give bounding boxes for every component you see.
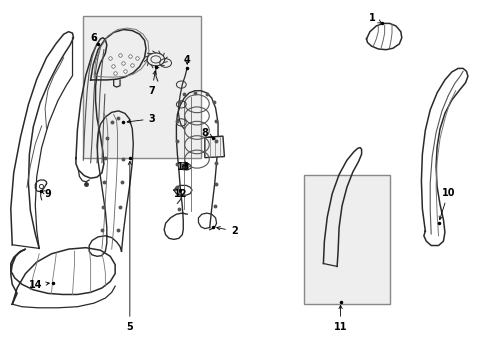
Text: 14: 14 <box>28 280 49 290</box>
Bar <box>83 16 201 158</box>
Text: 1: 1 <box>369 13 381 23</box>
Polygon shape <box>205 136 224 158</box>
Text: 7: 7 <box>148 71 156 96</box>
Text: 5: 5 <box>126 161 133 332</box>
Text: 10: 10 <box>439 188 455 220</box>
Text: 8: 8 <box>201 128 212 138</box>
Text: 3: 3 <box>127 114 155 124</box>
Text: 12: 12 <box>173 189 187 199</box>
Bar <box>304 175 390 304</box>
Text: 11: 11 <box>334 305 347 332</box>
Text: 13: 13 <box>177 162 191 172</box>
Text: 9: 9 <box>42 189 51 199</box>
Text: 6: 6 <box>91 33 98 43</box>
Text: 4: 4 <box>184 55 191 66</box>
Text: 2: 2 <box>217 226 238 236</box>
